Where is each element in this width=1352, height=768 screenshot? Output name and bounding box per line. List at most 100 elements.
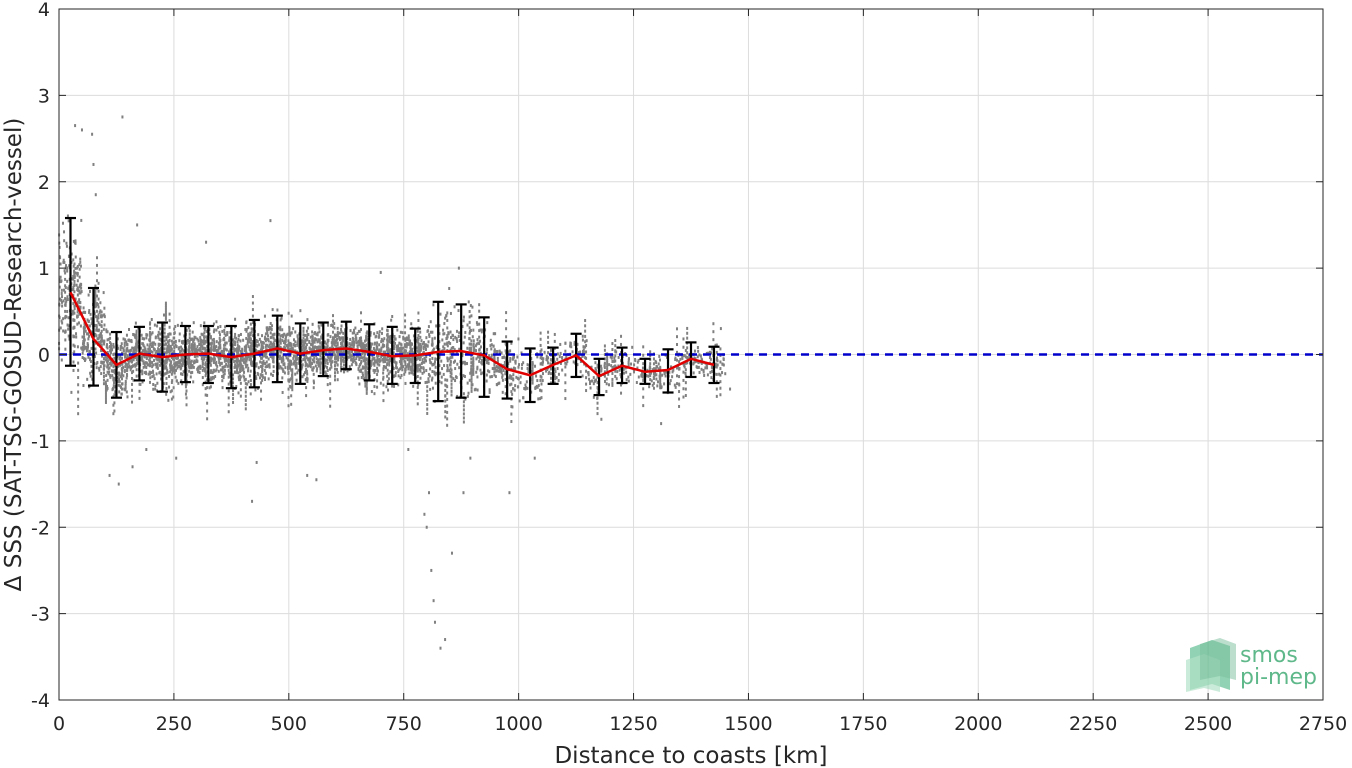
scatter-point (137, 326, 140, 330)
scatter-point (449, 363, 452, 367)
scatter-point (281, 333, 284, 337)
scatter-point (510, 405, 513, 409)
scatter-point (326, 376, 329, 380)
scatter-point (219, 333, 222, 337)
scatter-point (234, 370, 237, 374)
scatter-point (472, 349, 475, 353)
scatter-point (444, 316, 447, 320)
scatter-point (420, 361, 423, 365)
scatter-point (334, 378, 337, 382)
scatter-point (223, 359, 226, 363)
logo-text-line1: smos (1240, 643, 1298, 668)
scatter-point (649, 366, 652, 370)
y-tick-label: 2 (38, 172, 50, 194)
scatter-point (404, 313, 407, 317)
scatter-point (193, 350, 196, 354)
scatter-point (251, 295, 254, 299)
scatter-point (555, 376, 558, 380)
scatter-point (212, 345, 215, 349)
scatter-point (584, 345, 587, 349)
scatter-point (358, 337, 361, 341)
scatter-point (201, 347, 204, 351)
scatter-point (603, 361, 606, 365)
scatter-point (398, 347, 401, 351)
scatter-point (296, 357, 299, 361)
scatter-point (682, 345, 685, 349)
scatter-point (304, 333, 307, 337)
scatter-point (91, 330, 94, 334)
scatter-point (376, 341, 379, 345)
scatter-point (446, 378, 449, 382)
scatter-point (106, 384, 109, 388)
scatter-point (112, 403, 115, 407)
scatter-point (416, 385, 419, 389)
scatter-point (289, 333, 292, 337)
scatter-point (622, 367, 625, 371)
scatter-point (106, 346, 109, 350)
scatter-point (448, 286, 451, 290)
scatter-point (145, 365, 148, 369)
scatter-point (76, 300, 79, 304)
scatter-point (355, 362, 358, 366)
scatter-point (66, 298, 69, 302)
scatter-point (373, 385, 376, 389)
scatter-point (279, 328, 282, 332)
scatter-point (387, 388, 390, 392)
scatter-point (393, 335, 396, 339)
scatter-point (58, 245, 61, 249)
scatter-point (425, 343, 428, 347)
scatter-point (474, 344, 477, 348)
scatter-point (356, 344, 359, 348)
scatter-point (317, 324, 320, 328)
scatter-point (549, 358, 552, 362)
scatter-point (80, 286, 83, 290)
scatter-point (446, 364, 449, 368)
scatter-point (164, 315, 167, 319)
scatter-point (302, 358, 305, 362)
scatter-point (400, 365, 403, 369)
scatter-point (305, 343, 308, 347)
scatter-point (493, 370, 496, 374)
scatter-point (271, 308, 274, 312)
scatter-point (226, 359, 229, 363)
scatter-point (264, 332, 267, 336)
scatter-point (443, 347, 446, 351)
scatter-point (226, 331, 229, 335)
scatter-point (163, 366, 166, 370)
scatter-point (106, 365, 109, 369)
scatter-point (284, 337, 287, 341)
scatter-point (124, 354, 127, 358)
scatter-point (334, 335, 337, 339)
scatter-point (137, 360, 140, 364)
scatter-point (266, 364, 269, 368)
scatter-point (596, 365, 599, 369)
scatter-point (596, 391, 599, 395)
scatter-point (453, 305, 456, 309)
scatter-point (486, 361, 489, 365)
scatter-point (391, 384, 394, 388)
scatter-point (396, 328, 399, 332)
scatter-point (350, 358, 353, 362)
scatter-point (397, 347, 400, 351)
scatter-point (148, 347, 151, 351)
scatter-point (548, 370, 551, 374)
scatter-point (417, 337, 420, 341)
scatter-point (87, 355, 90, 359)
scatter-point (542, 357, 545, 361)
scatter-point (446, 326, 449, 330)
scatter-point (102, 360, 105, 364)
scatter-point (305, 354, 308, 358)
scatter-point (214, 374, 217, 378)
scatter-point (223, 343, 226, 347)
scatter-point (642, 378, 645, 382)
scatter-point (248, 334, 251, 338)
scatter-point (285, 344, 288, 348)
scatter-point (159, 358, 162, 362)
scatter-point (381, 357, 384, 361)
scatter-point (448, 369, 451, 373)
scatter-point (106, 360, 109, 364)
scatter-point (429, 367, 432, 371)
scatter-point (659, 378, 662, 382)
scatter-point (89, 312, 92, 316)
scatter-point (83, 347, 86, 351)
